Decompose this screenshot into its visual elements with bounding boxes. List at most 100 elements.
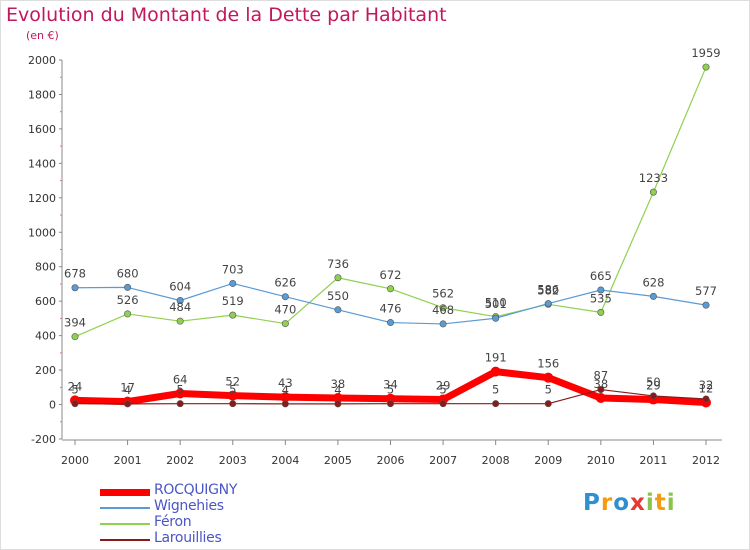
data-label: 562: [432, 287, 454, 301]
data-label: 5: [229, 383, 236, 397]
data-point: [492, 314, 500, 322]
data-point: [595, 392, 606, 403]
data-label: 191: [485, 351, 507, 365]
data-label: 5: [177, 383, 184, 397]
data-point: [71, 284, 79, 292]
data-point: [176, 317, 184, 325]
x-tick-label: 2005: [324, 454, 352, 467]
proxiti-logo: Proxiti: [583, 490, 676, 516]
data-label: 484: [169, 300, 191, 314]
data-label: 29: [436, 379, 451, 393]
x-tick-label: 2003: [219, 454, 247, 467]
data-point: [544, 300, 552, 308]
legend-swatch: [100, 539, 150, 541]
data-label: 582: [537, 283, 559, 297]
data-point: [229, 279, 237, 287]
data-point: [334, 274, 342, 282]
data-label: 5: [71, 383, 78, 397]
data-point: [649, 392, 657, 400]
chart-unit: (en €): [26, 29, 59, 42]
data-label: 24: [68, 379, 83, 393]
legend-label: Wignehies: [154, 498, 224, 514]
data-point: [490, 366, 501, 377]
legend-swatch: [100, 507, 150, 509]
data-label: 535: [590, 291, 612, 305]
data-point: [439, 320, 447, 328]
data-label: 4: [282, 383, 289, 397]
data-point: [71, 333, 79, 341]
data-label: 665: [590, 269, 612, 283]
y-tick-label: 1000: [28, 226, 56, 239]
data-label: 4: [124, 383, 131, 397]
x-tick-label: 2007: [429, 454, 457, 467]
series-layer: [70, 63, 711, 408]
data-label: 12: [699, 381, 714, 395]
data-point: [386, 285, 394, 293]
data-label: 470: [274, 303, 296, 317]
y-tick-label: 400: [35, 330, 56, 343]
x-tick-label: 2012: [692, 454, 720, 467]
data-label: 519: [222, 294, 244, 308]
data-point: [386, 400, 394, 408]
y-tick-label: 1600: [28, 123, 56, 136]
data-label: 550: [327, 289, 349, 303]
data-point: [124, 283, 132, 291]
data-label: 468: [432, 303, 454, 317]
x-tick-label: 2006: [377, 454, 405, 467]
data-point: [175, 388, 186, 399]
x-tick-label: 2009: [534, 454, 562, 467]
y-tick-label: 800: [35, 261, 56, 274]
data-point: [281, 320, 289, 328]
data-point: [176, 296, 184, 304]
data-label: 5: [545, 383, 552, 397]
data-point: [386, 319, 394, 327]
data-label: 4: [334, 383, 341, 397]
data-label: 29: [646, 379, 661, 393]
y-tick-label: 600: [35, 295, 56, 308]
data-label: 703: [222, 262, 244, 276]
y-tick-label: 1800: [28, 88, 56, 101]
data-point: [281, 400, 289, 408]
data-label: 672: [380, 268, 402, 282]
data-label: 604: [169, 279, 191, 293]
data-label: 510: [485, 296, 507, 310]
data-point: [176, 400, 184, 408]
data-point: [227, 390, 238, 401]
data-label: 394: [64, 316, 86, 330]
data-point: [280, 392, 291, 403]
y-tick-label: 2000: [28, 54, 56, 67]
data-label: 678: [64, 267, 86, 281]
legend-swatch: [100, 523, 150, 525]
data-point: [702, 301, 710, 309]
data-label: 34: [383, 378, 398, 392]
axes: -200 0 200 400 600 800 1000 1200 1400 1600 1800 200…: [28, 54, 722, 467]
data-point: [229, 311, 237, 319]
data-labels-layer: 394 526 484 519 470 736 672 562 510 582 535 1233 195…: [64, 46, 721, 397]
data-label: 17: [120, 381, 135, 395]
data-point: [543, 372, 554, 383]
data-label: 87: [594, 369, 609, 383]
data-label: 5: [387, 383, 394, 397]
y-tick-label: 0: [49, 399, 56, 412]
data-label: 1233: [639, 171, 668, 185]
data-label: 38: [594, 377, 609, 391]
data-point: [334, 306, 342, 314]
data-point: [332, 392, 343, 403]
data-label: 526: [117, 293, 139, 307]
data-point: [544, 400, 552, 408]
x-tick-label: 2008: [482, 454, 510, 467]
data-label: 628: [642, 275, 664, 289]
data-label: 5: [492, 383, 499, 397]
data-point: [124, 310, 132, 318]
y-tick-label: 200: [35, 364, 56, 377]
y-tick-label: 1200: [28, 192, 56, 205]
data-label: 577: [695, 284, 717, 298]
data-label: 43: [278, 376, 293, 390]
data-label: 476: [380, 302, 402, 316]
x-tick-label: 2011: [639, 454, 667, 467]
data-point: [439, 400, 447, 408]
data-label: 736: [327, 257, 349, 271]
x-tick-label: 2010: [587, 454, 615, 467]
